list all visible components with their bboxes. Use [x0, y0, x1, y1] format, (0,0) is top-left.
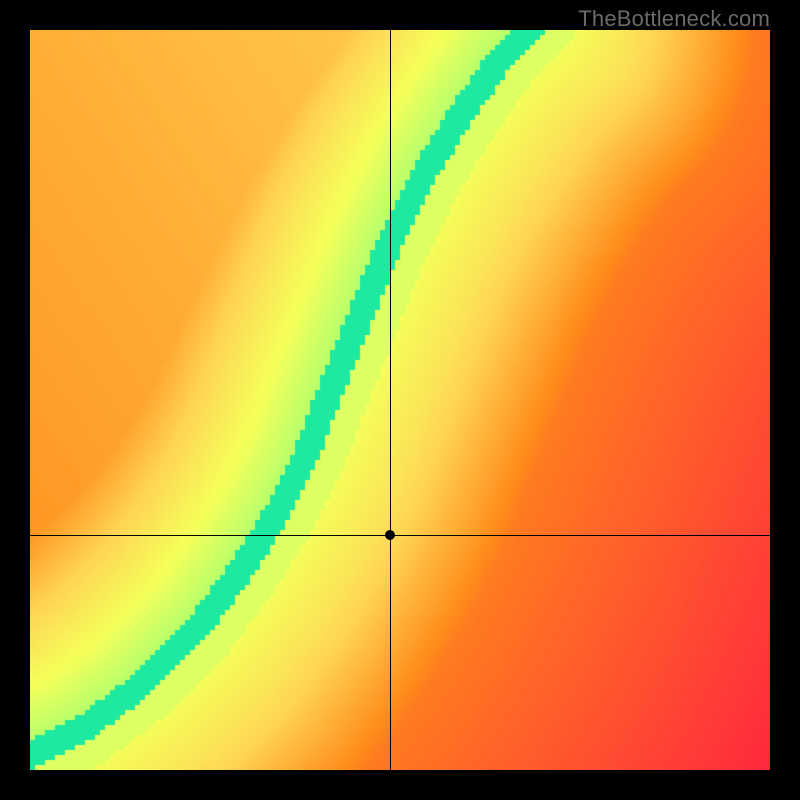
heatmap-canvas [30, 30, 770, 770]
chart-container: TheBottleneck.com [0, 0, 800, 800]
crosshair-marker-dot [385, 530, 395, 540]
heatmap-plot [30, 30, 770, 770]
crosshair-vertical [390, 30, 391, 770]
crosshair-horizontal [30, 535, 770, 536]
watermark-text: TheBottleneck.com [578, 6, 770, 32]
